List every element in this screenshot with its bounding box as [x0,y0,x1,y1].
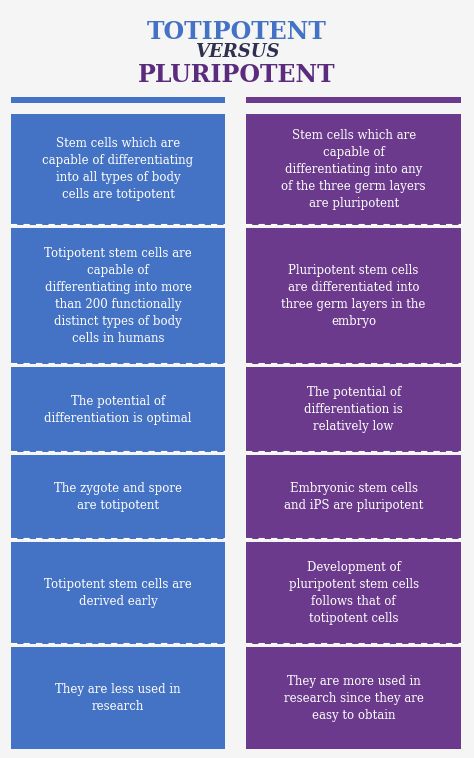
Text: Totipotent stem cells are
derived early: Totipotent stem cells are derived early [44,578,192,608]
FancyBboxPatch shape [11,227,225,365]
Text: VERSUS: VERSUS [195,43,279,61]
Text: The potential of
differentiation is
relatively low: The potential of differentiation is rela… [304,386,403,433]
Text: Stem cells which are
capable of
differentiating into any
of the three germ layer: Stem cells which are capable of differen… [282,129,426,210]
FancyBboxPatch shape [11,97,225,103]
FancyBboxPatch shape [11,114,225,224]
Text: TOTIPOTENT: TOTIPOTENT [147,20,327,44]
FancyBboxPatch shape [246,647,461,749]
FancyBboxPatch shape [246,227,461,365]
FancyBboxPatch shape [11,647,225,749]
Text: They are more used in
research since they are
easy to obtain: They are more used in research since the… [284,675,424,722]
FancyBboxPatch shape [246,542,461,644]
FancyBboxPatch shape [246,114,461,224]
FancyBboxPatch shape [11,542,225,644]
Text: Totipotent stem cells are
capable of
differentiating into more
than 200 function: Totipotent stem cells are capable of dif… [44,247,192,345]
Text: The potential of
differentiation is optimal: The potential of differentiation is opti… [44,395,192,424]
Text: Stem cells which are
capable of differentiating
into all types of body
cells are: Stem cells which are capable of differen… [43,137,193,201]
Text: Embryonic stem cells
and iPS are pluripotent: Embryonic stem cells and iPS are pluripo… [284,482,423,512]
FancyBboxPatch shape [11,455,225,539]
Text: They are less used in
research: They are less used in research [55,683,181,713]
Text: Development of
pluripotent stem cells
follows that of
totipotent cells: Development of pluripotent stem cells fo… [289,561,419,625]
FancyBboxPatch shape [246,97,461,103]
FancyBboxPatch shape [11,368,225,452]
Text: PLURIPOTENT: PLURIPOTENT [138,64,336,87]
FancyBboxPatch shape [246,368,461,452]
FancyBboxPatch shape [246,455,461,539]
Text: The zygote and spore
are totipotent: The zygote and spore are totipotent [54,482,182,512]
Text: Pluripotent stem cells
are differentiated into
three germ layers in the
embryo: Pluripotent stem cells are differentiate… [282,264,426,328]
